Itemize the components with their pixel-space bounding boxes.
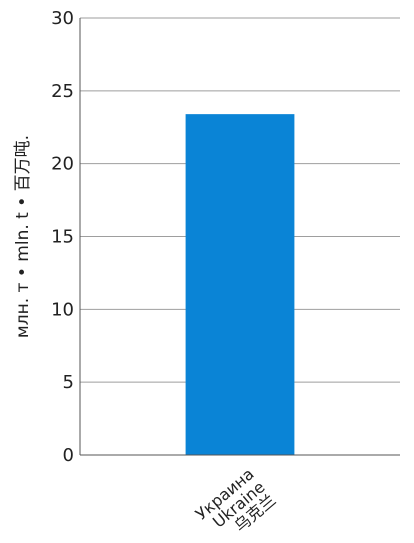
y-tick-label: 20 [51,154,74,175]
y-axis-title: млн. т • mln. t • 百万吨. [13,135,33,338]
y-tick-label: 10 [51,299,74,320]
y-tick-label: 0 [63,445,74,466]
y-tick-label: 25 [51,81,74,102]
bars [185,114,295,455]
y-tick-label: 15 [51,227,74,248]
y-tick-label: 5 [63,372,74,393]
y-tick-labels: 0 5 10 15 20 25 30 [51,8,74,466]
axes [79,18,400,456]
y-tick-label: 30 [51,8,74,29]
bar [185,114,295,455]
